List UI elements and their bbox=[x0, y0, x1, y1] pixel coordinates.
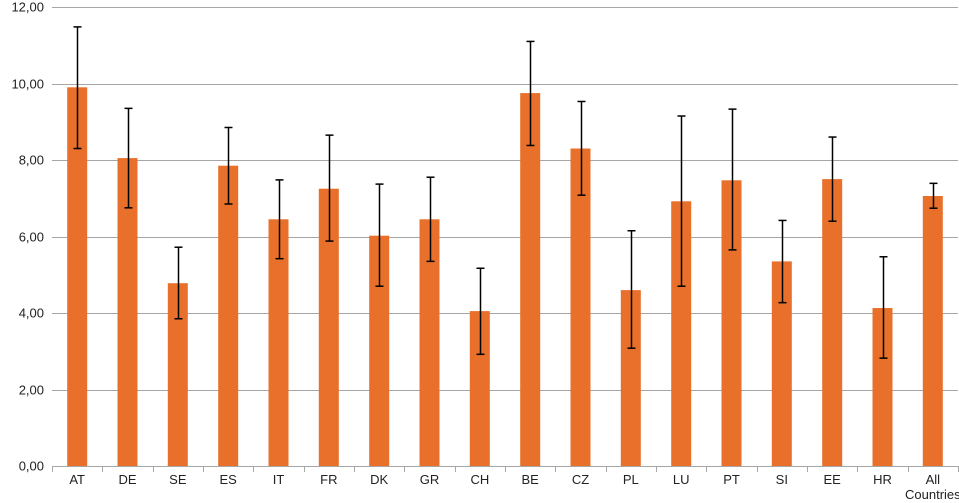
bar bbox=[570, 148, 591, 466]
x-tick-label: BE bbox=[521, 472, 539, 487]
y-tick-label: 4,00 bbox=[19, 306, 44, 321]
x-tick-label: GR bbox=[420, 472, 440, 487]
bar bbox=[167, 283, 188, 466]
y-tick-label: 2,00 bbox=[19, 383, 44, 398]
bar bbox=[268, 219, 289, 466]
bar bbox=[721, 180, 742, 467]
bar bbox=[671, 201, 692, 467]
x-tick-label: DE bbox=[118, 472, 136, 487]
bar bbox=[872, 308, 893, 466]
x-tick-label: FR bbox=[320, 472, 337, 487]
x-tick-label: CZ bbox=[572, 472, 589, 487]
bar bbox=[520, 93, 541, 466]
y-tick-label: 6,00 bbox=[19, 230, 44, 245]
bar bbox=[117, 158, 138, 466]
x-tick-label: PT bbox=[723, 472, 740, 487]
x-tick-label: IT bbox=[273, 472, 285, 487]
error-bars bbox=[73, 26, 938, 359]
bar bbox=[469, 311, 490, 466]
y-axis-tick-labels: 0,00 2,00 4,00 6,00 8,00 10,00 12,00 bbox=[11, 0, 44, 474]
y-tick-label: 10,00 bbox=[11, 77, 44, 92]
x-tick-label: AT bbox=[69, 472, 85, 487]
bar bbox=[318, 188, 339, 466]
x-tick-label: All Countries bbox=[905, 472, 959, 502]
bar bbox=[369, 235, 390, 466]
x-tick-label: CH bbox=[470, 472, 489, 487]
y-tick-label: 12,00 bbox=[11, 0, 44, 15]
bar bbox=[771, 261, 792, 466]
x-tick-label: PL bbox=[623, 472, 639, 487]
y-tick-label: 8,00 bbox=[19, 153, 44, 168]
bars bbox=[67, 87, 943, 467]
gridlines bbox=[52, 7, 959, 472]
x-tick-label: SE bbox=[169, 472, 187, 487]
bar bbox=[922, 196, 943, 466]
x-tick-label: LU bbox=[673, 472, 690, 487]
x-axis-tick-labels: AT DE SE ES IT FR DK GR CH BE CZ PL LU PT SI EE HR All Cou… bbox=[69, 472, 959, 502]
x-tick-label: DK bbox=[370, 472, 388, 487]
bar bbox=[218, 165, 239, 466]
x-tick-label: HR bbox=[873, 472, 892, 487]
bar bbox=[822, 179, 843, 466]
bar bbox=[620, 290, 641, 466]
x-tick-label: ES bbox=[219, 472, 237, 487]
y-tick-label: 0,00 bbox=[19, 459, 44, 474]
bar bbox=[419, 219, 440, 466]
bar bbox=[67, 87, 88, 467]
x-tick-label: SI bbox=[776, 472, 788, 487]
x-tick-label: EE bbox=[823, 472, 841, 487]
